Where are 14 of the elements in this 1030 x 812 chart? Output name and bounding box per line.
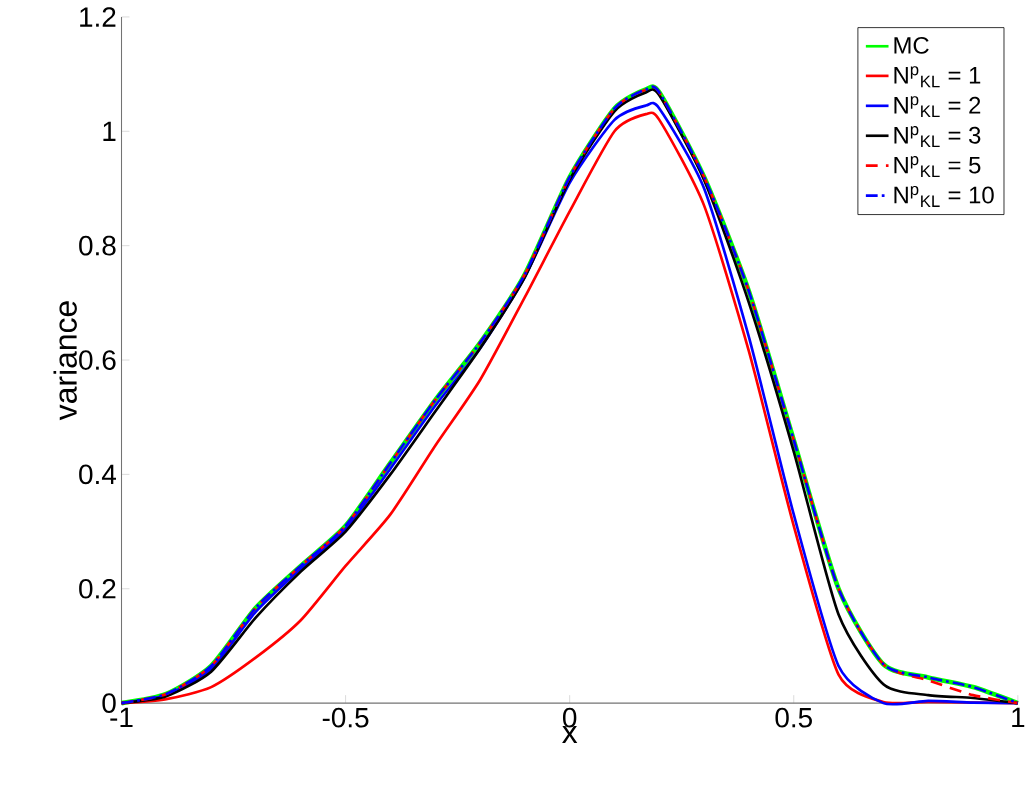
x-tick-label: 1 <box>1012 707 1025 728</box>
x-axis-title: x <box>562 726 578 744</box>
x-tick-label: -0.5 <box>322 707 369 728</box>
y-tick-label: 1.2 <box>80 7 116 27</box>
y-tick-label: 0.2 <box>79 579 116 599</box>
y-tick-label: 0.4 <box>79 464 116 485</box>
y-tick-label: 1 <box>103 121 116 142</box>
x-tick-label: 0.5 <box>775 707 812 728</box>
y-tick-label: 0.8 <box>79 235 116 256</box>
legend-label: N$^{p}$$_{KL}$ = 1 <box>894 66 981 88</box>
y-tick-label: 0.6 <box>79 350 116 371</box>
legend-label: MC <box>894 37 929 54</box>
x-tick-label: 0 <box>563 707 577 728</box>
y-axis-title: variance <box>53 301 77 421</box>
